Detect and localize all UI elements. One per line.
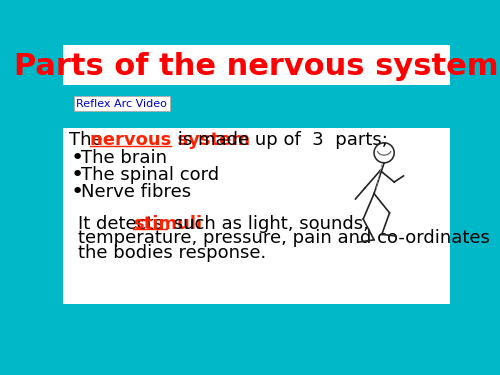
Text: •: • (70, 165, 84, 185)
FancyBboxPatch shape (62, 304, 450, 334)
Text: the bodies response.: the bodies response. (78, 244, 266, 262)
Text: nervous system: nervous system (90, 132, 250, 150)
Text: •: • (70, 182, 84, 202)
Text: The: The (68, 132, 108, 150)
FancyBboxPatch shape (62, 128, 450, 304)
Text: temperature, pressure, pain and co-ordinates: temperature, pressure, pain and co-ordin… (78, 229, 490, 247)
Text: Parts of the nervous system: Parts of the nervous system (14, 52, 498, 81)
Text: such as light, sounds,: such as light, sounds, (168, 214, 369, 232)
Text: Nerve fibres: Nerve fibres (81, 183, 191, 201)
Text: The brain: The brain (81, 149, 167, 167)
FancyBboxPatch shape (62, 45, 450, 85)
Text: •: • (70, 148, 84, 168)
Text: Reflex Arc Video: Reflex Arc Video (76, 99, 168, 108)
Text: The spinal cord: The spinal cord (81, 166, 219, 184)
Text: It detects: It detects (78, 214, 168, 232)
Text: is made up of  3  parts;: is made up of 3 parts; (172, 132, 388, 150)
Text: stimuli: stimuli (133, 214, 202, 232)
FancyBboxPatch shape (62, 85, 450, 135)
